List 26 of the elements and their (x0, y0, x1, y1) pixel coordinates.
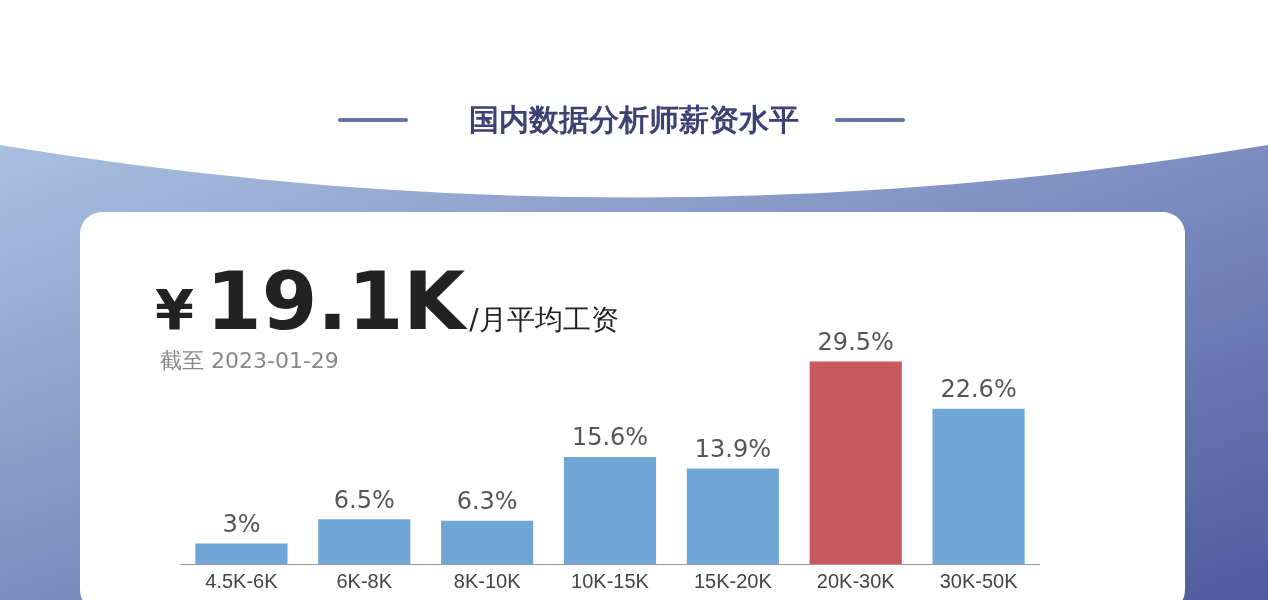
data-label: 29.5% (817, 327, 894, 356)
x-tick-label: 4.5K-6K (205, 569, 279, 592)
bar (686, 468, 779, 564)
bar (932, 408, 1025, 564)
x-tick-label: 20K-30K (816, 569, 896, 592)
x-tick-label: 15K-20K (693, 569, 773, 592)
x-tick-label: 6K-8K (336, 569, 393, 592)
text: 19.1K (205, 255, 466, 348)
bar (809, 361, 902, 564)
data-label: 6.3% (456, 486, 518, 515)
annotation: 截至 2023-01-29 (160, 347, 339, 375)
bar (563, 456, 657, 564)
data-label: 6.5% (333, 485, 395, 514)
data-label: 22.6% (940, 375, 1017, 404)
bar (318, 519, 411, 564)
chart-title: 国内数据分析师薪资水平 (468, 101, 800, 139)
bar (195, 543, 288, 564)
bar (441, 520, 534, 564)
text: ¥ (155, 277, 194, 342)
x-tick-label: 8K-10K (453, 569, 522, 592)
text: /月平均工资 (469, 303, 619, 336)
x-tick-label: 30K-50K (939, 569, 1019, 592)
data-label: 13.9% (694, 434, 771, 463)
x-tick-label: 10K-15K (571, 569, 650, 592)
data-label: 15.6% (571, 423, 649, 452)
data-label: 3% (222, 509, 261, 538)
